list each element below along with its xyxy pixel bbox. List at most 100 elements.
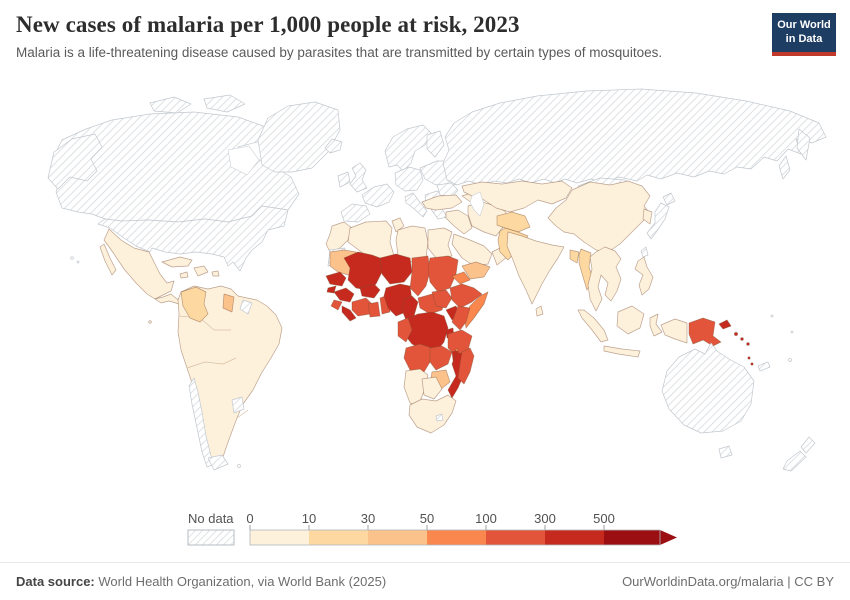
legend-bin-30-50[interactable] [368, 530, 427, 545]
country-niger[interactable] [379, 253, 413, 285]
country-botswana[interactable] [421, 376, 443, 400]
country-china[interactable] [547, 180, 651, 253]
country-papua-new-guinea[interactable] [688, 317, 722, 347]
country-ethiopia[interactable] [449, 283, 483, 309]
country-drc[interactable] [403, 311, 449, 353]
territory-french-guiana[interactable] [239, 299, 253, 315]
country-ghana[interactable] [367, 301, 381, 318]
island-hispaniola[interactable] [193, 265, 209, 277]
legend-bin-500+[interactable] [604, 530, 677, 545]
sakhalin-island[interactable] [778, 155, 791, 180]
solomon-islands[interactable] [740, 337, 744, 341]
country-italy[interactable] [404, 192, 428, 218]
island-java[interactable] [603, 345, 641, 358]
region-west-new-guinea[interactable] [660, 318, 688, 344]
country-chile[interactable] [188, 377, 215, 468]
legend-bin-100-300[interactable] [486, 530, 545, 545]
region-south-america[interactable] [177, 285, 283, 467]
legend-bin-10-30[interactable] [309, 530, 368, 545]
attribution-link[interactable]: OurWorldinData.org/malaria | CC BY [622, 574, 834, 589]
country-india[interactable] [506, 231, 565, 305]
country-jamaica[interactable] [179, 271, 189, 279]
hawaii-islands[interactable] [70, 256, 74, 260]
country-egypt[interactable] [427, 227, 453, 259]
region-central-europe[interactable] [394, 166, 424, 192]
country-cuba[interactable] [161, 256, 193, 268]
owid-logo[interactable]: Our World in Data [772, 13, 836, 56]
legend-bin-0-10[interactable] [250, 530, 309, 545]
country-burkina-faso[interactable] [359, 283, 381, 299]
country-fiji[interactable] [788, 358, 792, 362]
country-colombia[interactable] [180, 286, 209, 323]
country-mexico[interactable] [103, 228, 175, 300]
country-guinea-bissau[interactable] [326, 285, 337, 294]
country-vanuatu[interactable] [750, 362, 754, 366]
country-new-zealand[interactable] [800, 436, 816, 454]
pacific-island[interactable] [770, 314, 774, 318]
country-france[interactable] [361, 183, 395, 208]
legend-bin-50-100[interactable] [427, 530, 486, 545]
country-usa[interactable] [97, 205, 289, 272]
legend-no-data-swatch[interactable] [187, 529, 235, 546]
country-guyana[interactable] [222, 293, 235, 313]
country-saudi-arabia[interactable] [451, 233, 493, 267]
falkland-islands[interactable] [237, 464, 241, 468]
country-vanuatu[interactable] [747, 356, 751, 360]
country-kenya[interactable] [451, 305, 471, 331]
country-madagascar[interactable] [457, 347, 475, 385]
country-taiwan[interactable] [640, 246, 649, 258]
arctic-island[interactable] [203, 94, 246, 113]
region-indochina[interactable] [587, 246, 622, 312]
country-romania[interactable] [436, 182, 459, 198]
galapagos-islands[interactable] [148, 320, 152, 324]
country-zambia[interactable] [429, 345, 453, 371]
country-bangladesh[interactable] [569, 249, 580, 264]
region-korea[interactable] [642, 208, 653, 225]
region-levant-iraq[interactable] [445, 209, 473, 235]
country-comoros[interactable] [455, 348, 459, 352]
pacific-island[interactable] [790, 330, 794, 334]
island-tasmania[interactable] [718, 445, 733, 459]
region-scandinavia[interactable] [384, 124, 432, 172]
kamchatka-peninsula[interactable] [796, 128, 811, 161]
legend-bin-300-500[interactable] [545, 530, 604, 545]
country-tunisia[interactable] [391, 217, 405, 233]
country-sierra-leone[interactable] [330, 299, 343, 311]
country-ireland[interactable] [337, 171, 351, 188]
country-lesotho[interactable] [435, 413, 444, 422]
country-liberia[interactable] [341, 305, 357, 322]
country-sri-lanka[interactable] [535, 305, 544, 317]
country-turkey[interactable] [421, 194, 463, 211]
solomon-islands[interactable] [734, 332, 738, 336]
country-mali[interactable] [343, 251, 383, 291]
region-iberia[interactable] [340, 203, 371, 223]
island-borneo[interactable] [616, 305, 645, 335]
country-finland[interactable] [426, 130, 445, 158]
country-russia[interactable] [442, 88, 827, 186]
island-sulawesi[interactable] [649, 313, 663, 337]
country-angola[interactable] [403, 343, 433, 373]
island-sumatra[interactable] [577, 309, 609, 343]
country-greenland[interactable] [257, 101, 341, 173]
hawaii-islands[interactable] [76, 260, 80, 264]
arctic-island[interactable] [149, 96, 192, 114]
region-congo-gabon[interactable] [397, 317, 413, 343]
country-morocco[interactable] [325, 221, 353, 253]
country-philippines[interactable] [634, 256, 654, 296]
country-namibia[interactable] [403, 368, 429, 408]
country-guinea[interactable] [333, 287, 355, 303]
country-uk[interactable] [349, 162, 368, 193]
island-new-britain[interactable] [718, 319, 732, 330]
solomon-islands[interactable] [746, 342, 750, 346]
country-alaska[interactable] [47, 133, 103, 190]
hokkaido-island[interactable] [662, 192, 676, 206]
country-uruguay[interactable] [231, 396, 245, 414]
country-south-sudan[interactable] [431, 289, 453, 309]
country-south-africa[interactable] [408, 394, 457, 434]
country-algeria[interactable] [347, 220, 395, 264]
region-eritrea-djibouti[interactable] [451, 271, 471, 285]
baja-california[interactable] [99, 243, 117, 276]
country-afghanistan[interactable] [496, 211, 531, 233]
territory-new-caledonia[interactable] [757, 361, 771, 372]
country-chad[interactable] [409, 255, 431, 297]
